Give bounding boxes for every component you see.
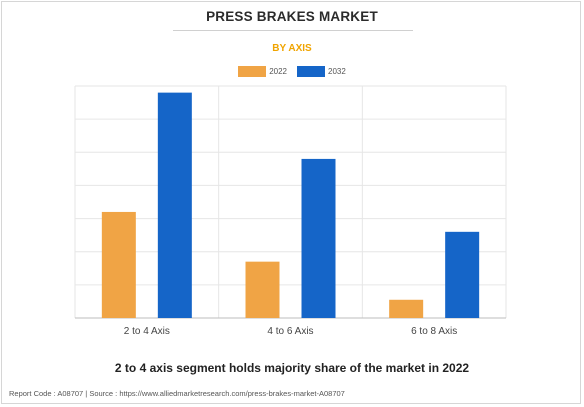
chart-legend: 2022 2032: [0, 66, 584, 77]
x-tick-label: 4 to 6 Axis: [267, 326, 313, 337]
x-tick-label: 6 to 8 Axis: [411, 326, 457, 337]
x-tick-label: 2 to 4 Axis: [124, 326, 170, 337]
chart-title: PRESS BRAKES MARKET: [206, 9, 378, 24]
legend-item-2022: 2022: [238, 66, 287, 77]
chart-caption: 2 to 4 axis segment holds majority share…: [114, 361, 470, 375]
source-note: Report Code : A08707 | Source : https://…: [9, 389, 345, 398]
bar-2022-2-to-4-axis: [101, 211, 136, 318]
legend-label-2022: 2022: [269, 67, 287, 76]
bar-2032-6-to-8-axis: [445, 231, 480, 318]
legend-item-2032: 2032: [297, 66, 346, 77]
chart-subtitle: BY AXIS: [272, 43, 312, 54]
legend-swatch-2032: [297, 66, 325, 77]
legend-label-2032: 2032: [328, 67, 346, 76]
bar-2022-6-to-8-axis: [389, 299, 424, 318]
bar-2032-2-to-4-axis: [157, 92, 192, 318]
legend-swatch-2022: [238, 66, 267, 77]
bar-2022-4-to-6-axis: [245, 261, 280, 318]
bar-2032-4-to-6-axis: [301, 158, 336, 318]
title-divider: [173, 30, 413, 31]
